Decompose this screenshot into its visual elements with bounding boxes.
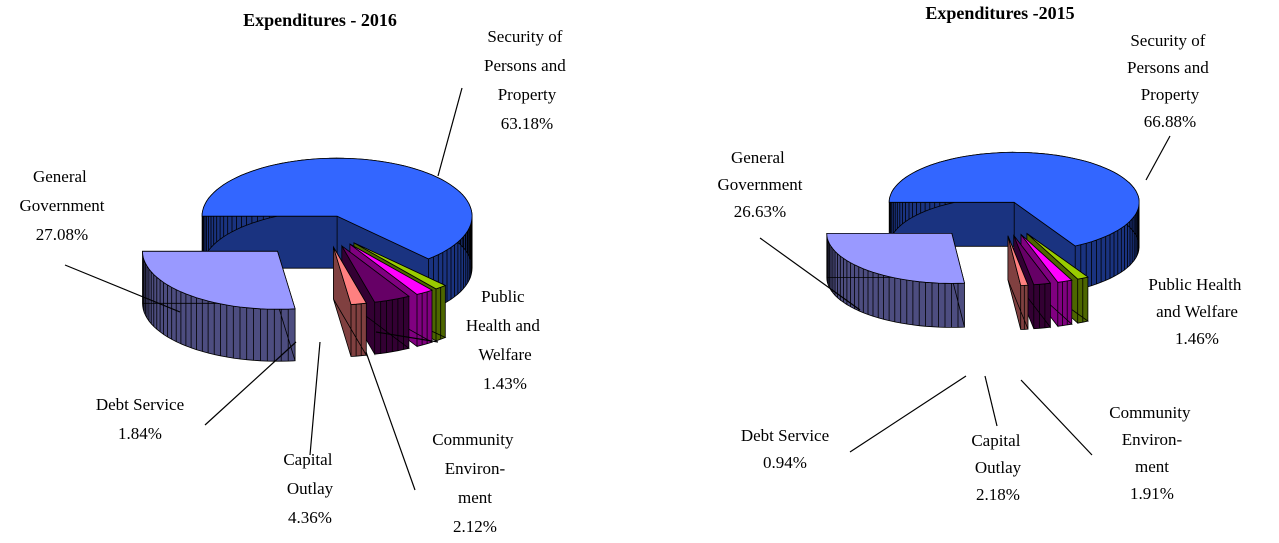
chart-title: Expenditures -2015	[925, 3, 1074, 23]
leader-line	[1145, 135, 1171, 181]
slice-top	[1013, 235, 1052, 286]
value-label: 27.08%	[36, 225, 88, 244]
chart-title: Expenditures - 2016	[243, 10, 397, 30]
slice-top	[1007, 235, 1029, 286]
slice-label: General Government	[20, 167, 105, 215]
leader-line	[984, 375, 998, 427]
pie-slice	[142, 250, 296, 362]
leader-line	[759, 237, 861, 311]
pie-slice	[333, 245, 367, 357]
pie-slice	[341, 244, 410, 356]
value-label: 1.91%	[1130, 484, 1174, 503]
value-label: 26.63%	[734, 202, 786, 221]
value-label: 1.84%	[118, 424, 162, 443]
slice-label: Debt Service	[96, 395, 184, 414]
pie-slice	[1007, 235, 1029, 330]
slice-label: Community Environ-ment	[1109, 403, 1194, 476]
leader-line	[365, 351, 416, 491]
leader-line	[309, 341, 321, 456]
pie-slice	[1013, 234, 1052, 330]
slice-top	[353, 242, 447, 290]
slice-top	[333, 246, 367, 305]
value-label: 63.18%	[501, 114, 553, 133]
slice-top	[142, 250, 296, 310]
value-label: 4.36%	[288, 508, 332, 527]
value-label: 1.43%	[483, 374, 527, 393]
leader-line	[1020, 379, 1093, 456]
leader-line	[204, 341, 297, 426]
pie-slice	[826, 233, 966, 328]
leader-line	[64, 264, 181, 313]
value-label: 2.12%	[453, 517, 497, 536]
slice-top	[888, 151, 1140, 247]
leader-line	[375, 331, 439, 343]
slice-label: Capital Outlay	[971, 431, 1024, 477]
slice-label: General Government	[718, 148, 803, 194]
slice-label: Debt Service	[741, 426, 829, 445]
slice-top	[341, 245, 410, 303]
slice-label: Capital Outlay	[283, 450, 336, 498]
slice-label: Security of Persons and Property	[1127, 31, 1213, 104]
slice-top	[349, 243, 434, 295]
slice-top	[1026, 233, 1089, 280]
slice-label: Public Health and Welfare	[466, 287, 544, 364]
slice-label: Security of Persons and Property	[484, 27, 570, 104]
leader-line	[849, 375, 967, 453]
slice-label: Community Environ-ment	[432, 430, 517, 507]
slice-top	[201, 157, 473, 260]
slice-label: Public Health and Welfare	[1148, 275, 1245, 321]
value-label: 0.94%	[763, 453, 807, 472]
slice-top	[826, 233, 966, 284]
pie-slice	[888, 151, 1140, 291]
value-label: 2.18%	[976, 485, 1020, 504]
value-label: 66.88%	[1144, 112, 1196, 131]
value-label: 1.46%	[1175, 329, 1219, 348]
slice-top	[1020, 234, 1073, 283]
leader-line	[437, 87, 463, 177]
